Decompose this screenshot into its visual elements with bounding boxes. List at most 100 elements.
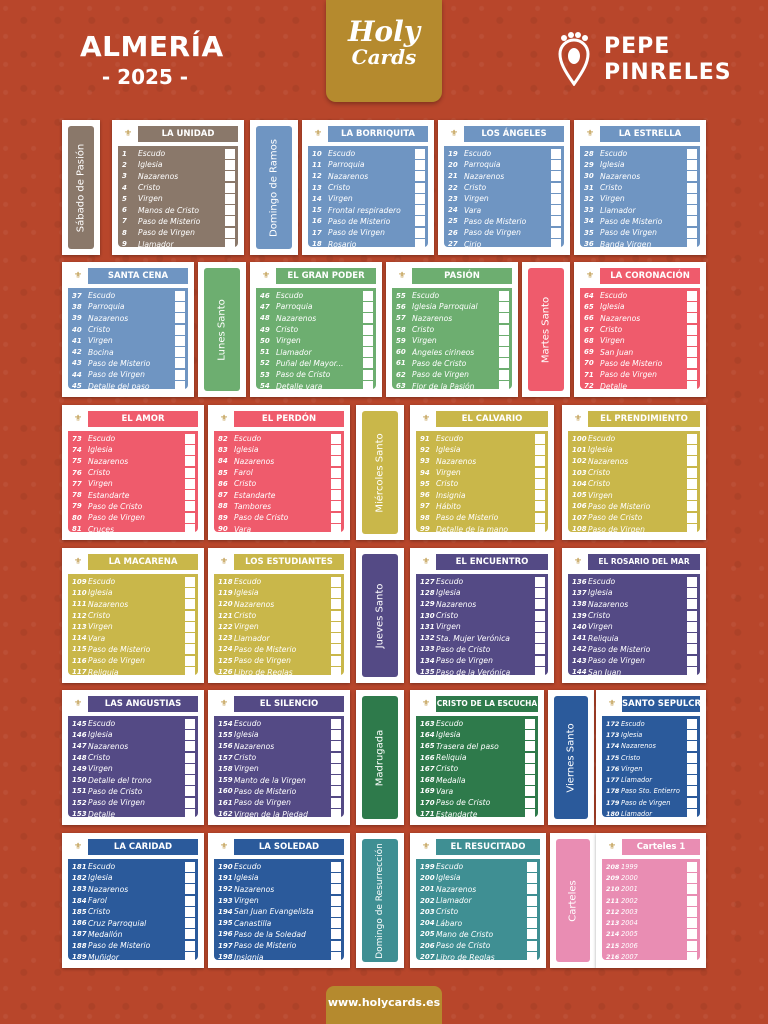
checkbox[interactable] (331, 775, 341, 786)
checkbox[interactable] (687, 729, 697, 740)
checkbox[interactable] (185, 456, 195, 467)
checkbox[interactable] (331, 655, 341, 666)
checkbox[interactable] (687, 906, 697, 917)
checkbox[interactable] (175, 335, 185, 346)
checkbox[interactable] (687, 952, 697, 963)
checkbox[interactable] (527, 884, 537, 895)
checkbox[interactable] (331, 872, 341, 883)
checkbox[interactable] (331, 633, 341, 644)
checkbox[interactable] (687, 313, 697, 324)
checkbox[interactable] (331, 895, 341, 906)
checkbox[interactable] (225, 239, 235, 250)
checkbox[interactable] (687, 444, 697, 455)
checkbox[interactable] (535, 433, 545, 444)
checkbox[interactable] (185, 644, 195, 655)
checkbox[interactable] (551, 182, 561, 193)
checkbox[interactable] (525, 797, 535, 808)
checkbox[interactable] (225, 193, 235, 204)
checkbox[interactable] (175, 301, 185, 312)
checkbox[interactable] (687, 335, 697, 346)
checkbox[interactable] (363, 369, 373, 380)
checkbox[interactable] (415, 148, 425, 159)
checkbox[interactable] (331, 861, 341, 872)
checkbox[interactable] (331, 444, 341, 455)
checkbox[interactable] (535, 501, 545, 512)
checkbox[interactable] (527, 952, 537, 963)
checkbox[interactable] (225, 216, 235, 227)
checkbox[interactable] (525, 752, 535, 763)
checkbox[interactable] (499, 369, 509, 380)
checkbox[interactable] (185, 952, 195, 963)
checkbox[interactable] (527, 861, 537, 872)
checkbox[interactable] (185, 940, 195, 951)
checkbox[interactable] (499, 324, 509, 335)
checkbox[interactable] (175, 347, 185, 358)
checkbox[interactable] (687, 227, 697, 238)
checkbox[interactable] (331, 576, 341, 587)
checkbox[interactable] (225, 171, 235, 182)
checkbox[interactable] (687, 763, 697, 774)
checkbox[interactable] (687, 290, 697, 301)
checkbox[interactable] (331, 512, 341, 523)
checkbox[interactable] (551, 193, 561, 204)
checkbox[interactable] (535, 490, 545, 501)
checkbox[interactable] (363, 324, 373, 335)
checkbox[interactable] (499, 335, 509, 346)
checkbox[interactable] (331, 763, 341, 774)
checkbox[interactable] (687, 456, 697, 467)
checkbox[interactable] (331, 667, 341, 678)
checkbox[interactable] (225, 227, 235, 238)
checkbox[interactable] (331, 433, 341, 444)
checkbox[interactable] (185, 895, 195, 906)
checkbox[interactable] (185, 467, 195, 478)
checkbox[interactable] (499, 290, 509, 301)
checkbox[interactable] (687, 524, 697, 535)
checkbox[interactable] (185, 512, 195, 523)
checkbox[interactable] (525, 775, 535, 786)
checkbox[interactable] (527, 872, 537, 883)
checkbox[interactable] (499, 347, 509, 358)
checkbox[interactable] (499, 301, 509, 312)
checkbox[interactable] (687, 159, 697, 170)
checkbox[interactable] (687, 324, 697, 335)
holycards-logo[interactable]: Holy Cards (326, 0, 442, 102)
checkbox[interactable] (185, 444, 195, 455)
checkbox[interactable] (535, 587, 545, 598)
checkbox[interactable] (687, 216, 697, 227)
checkbox[interactable] (185, 861, 195, 872)
checkbox[interactable] (499, 313, 509, 324)
checkbox[interactable] (185, 587, 195, 598)
checkbox[interactable] (687, 381, 697, 392)
checkbox[interactable] (225, 148, 235, 159)
checkbox[interactable] (363, 347, 373, 358)
checkbox[interactable] (527, 940, 537, 951)
checkbox[interactable] (687, 644, 697, 655)
checkbox[interactable] (185, 633, 195, 644)
checkbox[interactable] (185, 918, 195, 929)
checkbox[interactable] (185, 490, 195, 501)
checkbox[interactable] (415, 159, 425, 170)
checkbox[interactable] (331, 610, 341, 621)
checkbox[interactable] (185, 884, 195, 895)
checkbox[interactable] (525, 809, 535, 820)
checkbox[interactable] (331, 752, 341, 763)
checkbox[interactable] (687, 752, 697, 763)
checkbox[interactable] (687, 239, 697, 250)
checkbox[interactable] (185, 655, 195, 666)
checkbox[interactable] (527, 895, 537, 906)
checkbox[interactable] (687, 633, 697, 644)
checkbox[interactable] (551, 216, 561, 227)
checkbox[interactable] (535, 599, 545, 610)
checkbox[interactable] (551, 205, 561, 216)
checkbox[interactable] (551, 159, 561, 170)
checkbox[interactable] (535, 633, 545, 644)
checkbox[interactable] (185, 809, 195, 820)
checkbox[interactable] (525, 786, 535, 797)
checkbox[interactable] (525, 763, 535, 774)
checkbox[interactable] (415, 171, 425, 182)
checkbox[interactable] (363, 381, 373, 392)
checkbox[interactable] (331, 918, 341, 929)
checkbox[interactable] (687, 655, 697, 666)
checkbox[interactable] (687, 621, 697, 632)
checkbox[interactable] (687, 490, 697, 501)
